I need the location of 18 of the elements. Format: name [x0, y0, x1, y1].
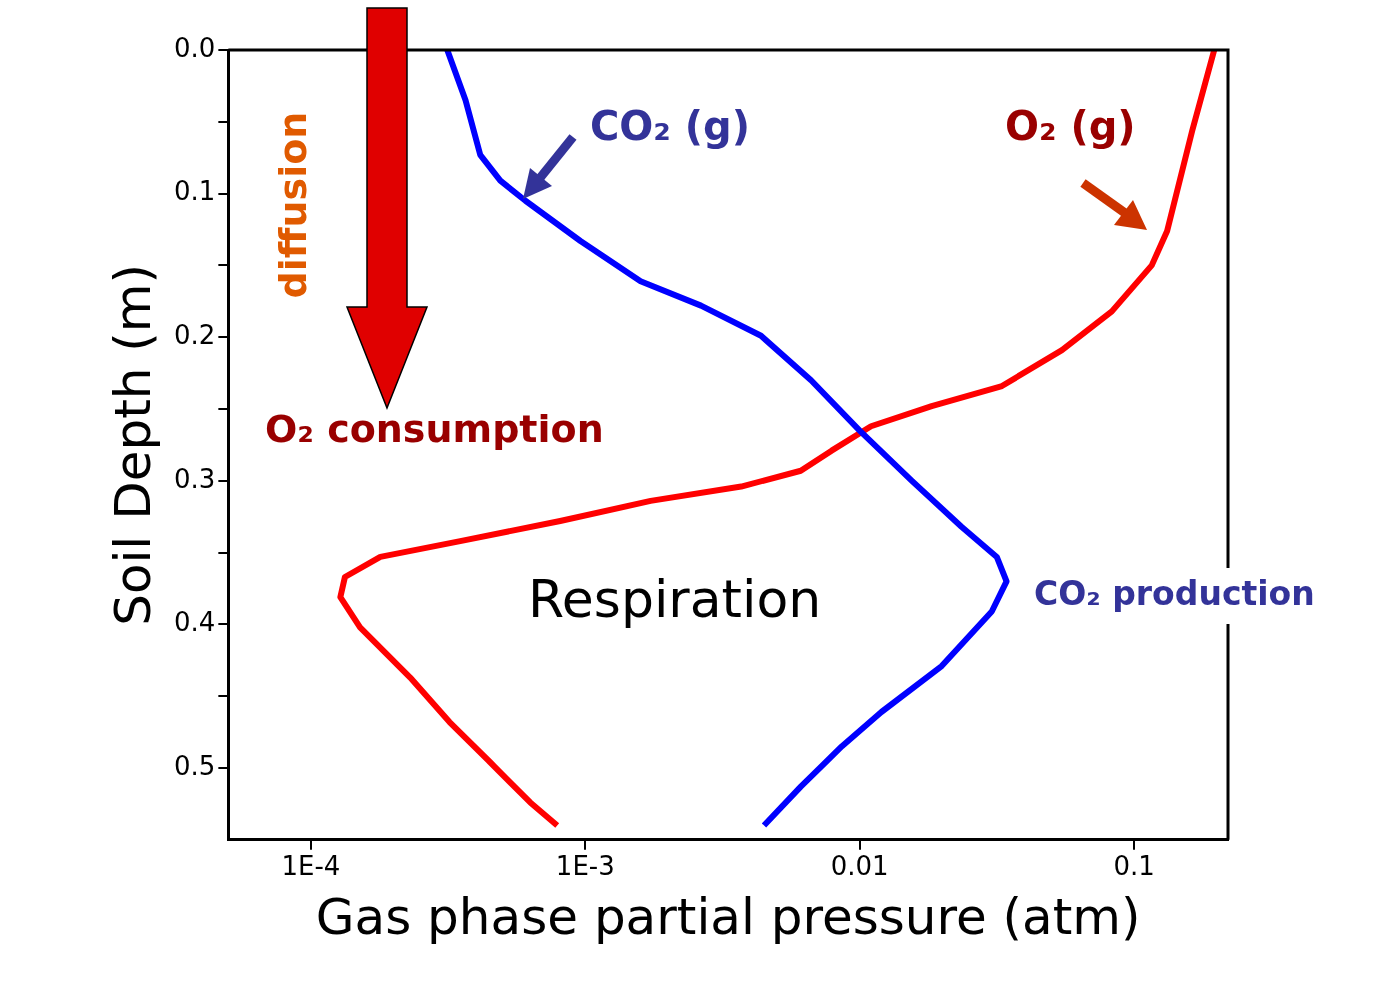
y-tick-label: 0.4	[173, 607, 216, 638]
annotation: CO₂ (g)	[590, 103, 750, 150]
x-tick-label: 0.1	[1113, 851, 1155, 882]
y-tick-label: 0.5	[173, 750, 216, 781]
x-tick-label: 1E-4	[281, 851, 341, 882]
x-axis-title: Gas phase partial pressure (atm)	[315, 887, 1141, 946]
y-tick-label: 0.1	[173, 176, 216, 207]
x-tick-label: 1E-3	[555, 851, 615, 882]
x-tick-label: 0.01	[830, 851, 889, 882]
annotation: diffusion	[270, 111, 315, 299]
y-tick-label: 0.3	[173, 463, 216, 494]
y-tick-label: 0.0	[173, 32, 216, 63]
annotation: O₂ consumption	[265, 406, 604, 451]
annotation: CO₂ production	[1034, 573, 1315, 613]
annotation: Respiration	[528, 568, 822, 629]
y-tick-label: 0.2	[173, 319, 216, 350]
annotation: O₂ (g)	[1005, 103, 1136, 150]
y-axis-title: Soil Depth (m)	[103, 263, 162, 626]
